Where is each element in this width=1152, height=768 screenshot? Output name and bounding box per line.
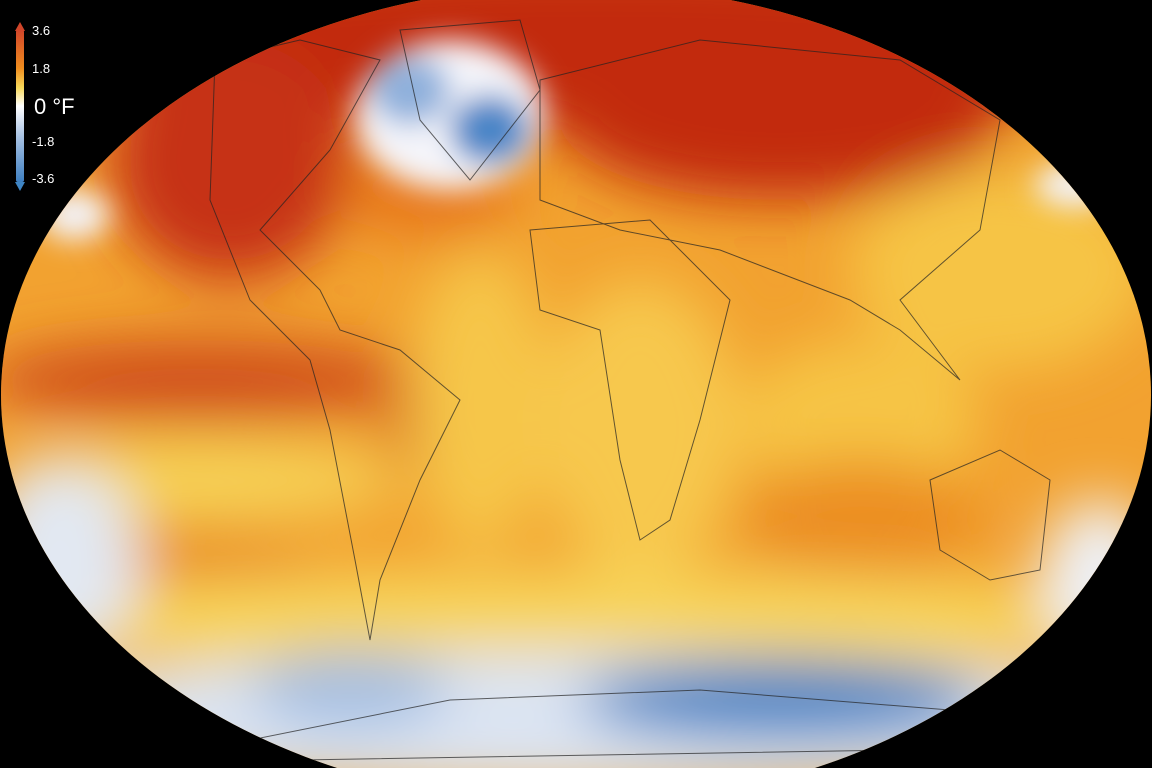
tick-label-high: 1.8 (32, 61, 51, 76)
tick-label-max: 3.6 (32, 23, 51, 38)
zero-label: 0 (34, 94, 47, 119)
color-scale-legend: 3.6 1.8 0 °F -1.8 -3.6 (12, 22, 82, 192)
color-scale-bar (16, 30, 24, 182)
scale-max-arrow-icon (15, 22, 25, 31)
scale-min-arrow-icon (15, 182, 25, 191)
tick-label-min: -3.6 (32, 171, 55, 186)
tick-label-low: -1.8 (32, 134, 55, 149)
unit-label: °F (52, 94, 75, 119)
zero-unit-label: 0 °F (34, 96, 75, 118)
